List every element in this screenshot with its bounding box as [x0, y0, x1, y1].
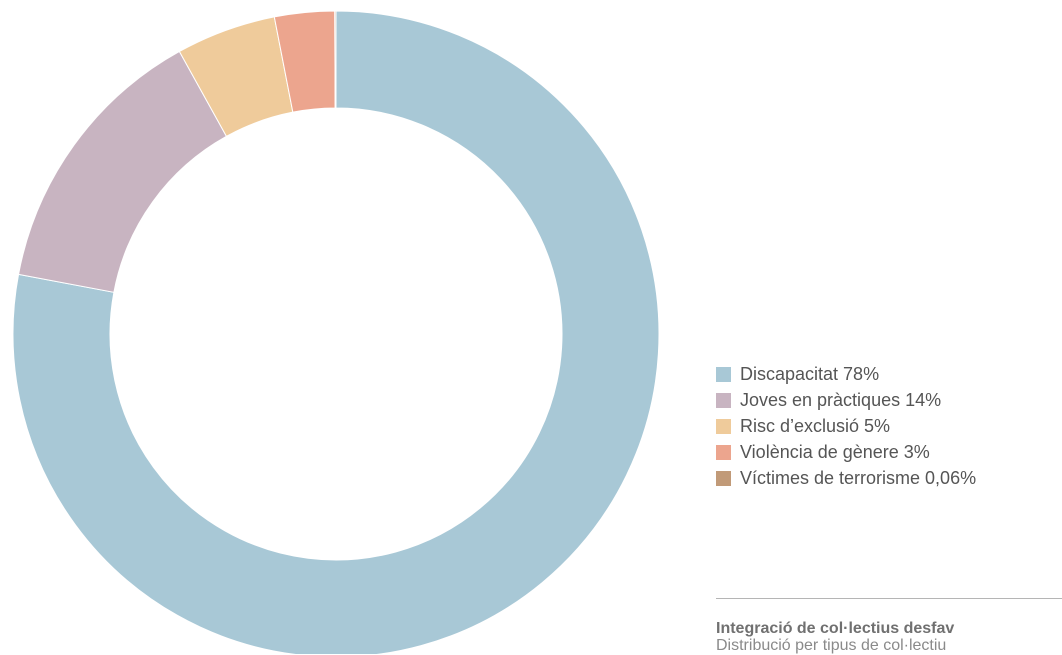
- donut-slice-discapacitat: [12, 10, 660, 654]
- legend-label: Discapacitat 78%: [740, 363, 880, 384]
- legend-label: Violència de gènere 3%: [740, 441, 930, 462]
- legend-label: Joves en pràctiques 14%: [740, 389, 942, 410]
- chart-title: Integració de col·lectius desfav: [716, 620, 955, 637]
- legend-item-joves-en-practiques: Joves en pràctiques 14%: [716, 387, 976, 413]
- chart-subtitle: Distribució per tipus de col·lectiu: [716, 637, 947, 654]
- legend-swatch: [716, 366, 731, 382]
- legend-label: Risc d’exclusió 5%: [740, 415, 891, 436]
- legend-item-victimes-de-terrorisme: Víctimes de terrorisme 0,06%: [716, 465, 976, 491]
- legend-swatch: [716, 392, 731, 408]
- legend-swatch: [716, 470, 731, 486]
- legend-swatch: [716, 418, 731, 434]
- donut-slice-victimes-de-terrorisme: [334, 10, 337, 109]
- donut-chart: [12, 10, 660, 654]
- legend-label: Víctimes de terrorisme 0,06%: [740, 467, 977, 488]
- caption-divider: [716, 598, 1062, 599]
- donut-slice-joves-en-practiques: [17, 50, 228, 293]
- chart-legend: Discapacitat 78% Joves en pràctiques 14%…: [716, 361, 976, 491]
- legend-swatch: [716, 444, 731, 460]
- legend-item-discapacitat: Discapacitat 78%: [716, 361, 976, 387]
- legend-item-risc-exclusio: Risc d’exclusió 5%: [716, 413, 976, 439]
- legend-item-violencia-de-genere: Violència de gènere 3%: [716, 439, 976, 465]
